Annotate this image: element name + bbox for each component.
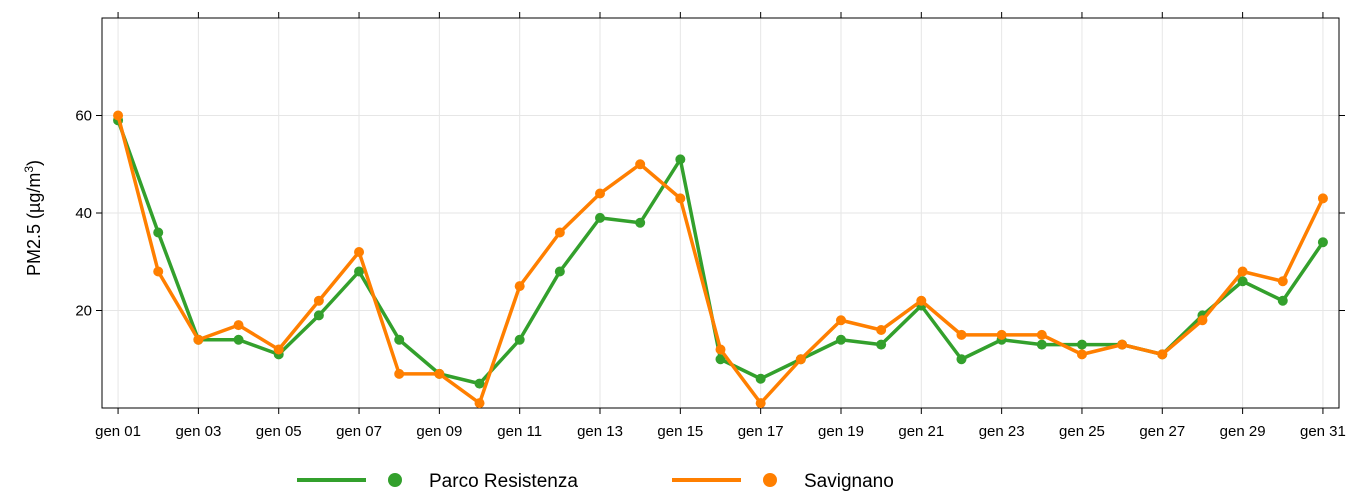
data-point [554, 266, 565, 277]
data-point [514, 281, 525, 292]
data-point [956, 329, 967, 340]
data-point [795, 354, 806, 365]
data-point [1197, 315, 1208, 326]
data-point [354, 266, 365, 277]
x-tick-label: gen 29 [1220, 423, 1266, 440]
data-point [876, 339, 887, 350]
data-point [635, 159, 646, 170]
data-point [474, 398, 485, 409]
data-point [835, 334, 846, 345]
data-point [755, 373, 766, 384]
data-point [635, 217, 646, 228]
data-point [1277, 295, 1288, 306]
x-tick-label: gen 23 [979, 423, 1025, 440]
data-point [313, 295, 324, 306]
data-point [394, 334, 405, 345]
data-point [1277, 276, 1288, 287]
data-point [474, 378, 485, 389]
data-point [153, 266, 164, 277]
data-point [675, 193, 686, 204]
x-tick-label: gen 01 [95, 423, 141, 440]
x-tick-label: gen 15 [657, 423, 703, 440]
grid-lines [102, 18, 1339, 408]
data-point [233, 320, 244, 331]
data-point [113, 110, 124, 121]
data-point [434, 368, 445, 379]
x-tick-label: gen 11 [497, 423, 542, 440]
x-tick-label: gen 31 [1300, 423, 1346, 440]
x-tick-label: gen 03 [175, 423, 221, 440]
data-point [715, 344, 726, 355]
series-layer [113, 110, 1328, 409]
data-point [956, 354, 967, 365]
data-point [1317, 237, 1328, 248]
x-tick-label: gen 19 [818, 423, 864, 440]
y-axis-title: PM2.5 (µg/m3) [22, 160, 44, 276]
axis-ticks [96, 12, 1345, 414]
legend-point-swatch [388, 473, 402, 487]
x-tick-label: gen 07 [336, 423, 382, 440]
data-point [193, 334, 204, 345]
data-point [715, 354, 726, 365]
data-point [755, 398, 766, 409]
x-tick-label: gen 13 [577, 423, 623, 440]
axis-labels: gen 01 gen 03 gen 05 gen 07 gen 09 gen 11 gen … [75, 108, 1346, 441]
legend: Parco Resistenza Savignano [297, 471, 894, 491]
data-point [996, 329, 1007, 340]
data-point [595, 212, 606, 223]
data-point [1036, 339, 1047, 350]
legend-label: Parco Resistenza [429, 471, 578, 491]
data-point [835, 315, 846, 326]
x-tick-label: gen 17 [738, 423, 784, 440]
data-point [1036, 329, 1047, 340]
x-tick-label: gen 27 [1139, 423, 1185, 440]
data-point [554, 227, 565, 238]
data-point [514, 334, 525, 345]
data-point [354, 247, 365, 257]
legend-point-swatch [763, 473, 777, 487]
x-tick-label: gen 25 [1059, 423, 1105, 440]
data-point [1076, 339, 1087, 350]
data-point [1237, 276, 1248, 287]
data-point [595, 188, 606, 199]
data-point [153, 227, 164, 238]
data-point [675, 154, 686, 165]
x-tick-label: gen 21 [898, 423, 944, 440]
x-tick-label: gen 05 [256, 423, 302, 440]
data-point [1117, 339, 1128, 350]
data-point [1237, 266, 1248, 277]
data-point [313, 310, 324, 321]
legend-item: Savignano [672, 471, 894, 491]
series-savignano [113, 110, 1328, 409]
data-point [1157, 349, 1168, 360]
data-point [1076, 349, 1087, 360]
legend-item: Parco Resistenza [297, 471, 578, 491]
y-tick-label: 20 [75, 303, 92, 320]
y-tick-label: 40 [75, 205, 92, 222]
y-tick-label: 60 [75, 108, 92, 125]
x-tick-label: gen 09 [416, 423, 462, 440]
data-point [916, 295, 927, 306]
data-point [394, 368, 405, 379]
data-point [233, 334, 244, 345]
data-point [1317, 193, 1328, 204]
data-point [273, 344, 284, 355]
data-point [876, 325, 887, 335]
legend-label: Savignano [804, 471, 894, 491]
